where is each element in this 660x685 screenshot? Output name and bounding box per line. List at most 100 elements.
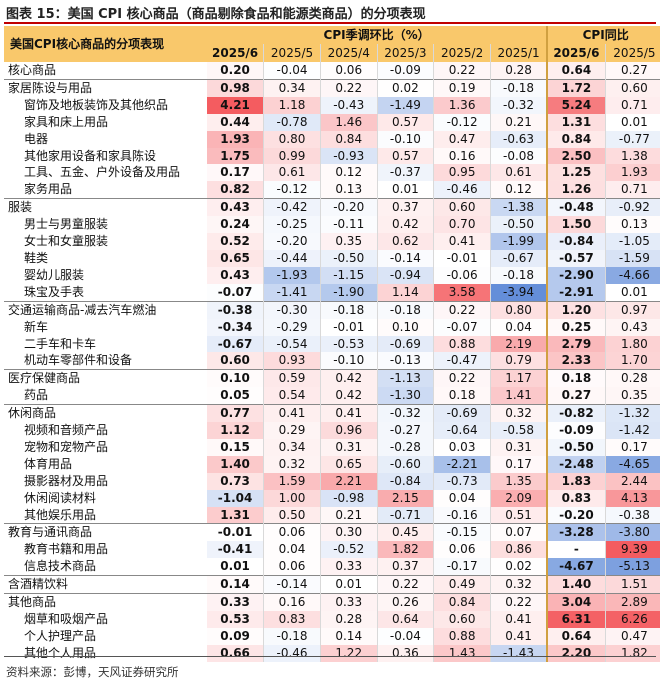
mom-value-cell: -0.16 [433, 506, 491, 524]
mom-value-cell: -0.52 [319, 541, 378, 559]
yoy-value-cell: 2.20 [546, 644, 606, 662]
yoy-value-cell: 2.33 [546, 352, 606, 370]
mom-value-cell: -0.07 [433, 318, 491, 336]
mom-value-cell: -0.18 [489, 266, 548, 284]
table-row: 烟草和吸烟产品 0.53 0.83 0.28 0.64 0.60 0.41 6.31 6.26 [4, 611, 660, 628]
mom-value-cell: 0.15 [207, 438, 264, 456]
yoy-value-cell: -1.59 [604, 249, 660, 267]
table-row: 休闲阅读材料 -1.04 1.00 -0.98 2.15 0.04 2.09 0.83 4.13 [4, 489, 660, 507]
mom-value-cell: 0.65 [319, 455, 378, 473]
mom-value-cell: 0.22 [489, 593, 548, 611]
table-row: 摄影器材及用品 0.73 1.59 2.21 -0.84 -0.73 1.35 1.83 2.4… [4, 472, 660, 490]
mom-value-cell: 0.14 [319, 627, 378, 645]
mom-value-cell: 3.58 [433, 283, 491, 302]
mom-value-cell: 0.21 [489, 113, 548, 131]
mom-value-cell: 0.32 [263, 455, 321, 473]
mom-value-cell: -1.38 [489, 198, 548, 217]
mom-value-cell: 0.04 [489, 318, 548, 336]
row-label: 交通运输商品-减去汽车燃油 [4, 300, 207, 319]
mom-value-cell: -0.29 [263, 318, 321, 336]
mom-value-cell: -1.99 [489, 233, 548, 250]
mom-value-cell: 1.14 [376, 283, 434, 302]
mom-value-cell: 0.99 [263, 147, 321, 165]
mom-value-cell: 4.21 [207, 96, 264, 114]
row-label: 信息技术商品 [24, 559, 97, 574]
mom-value-cell: -0.12 [433, 113, 491, 131]
mom-value-cell: 0.34 [263, 438, 321, 456]
mom-value-cell: 0.34 [263, 78, 321, 97]
mom-value-cell: -0.18 [376, 300, 434, 319]
mom-value-cell: -1.13 [376, 369, 434, 388]
yoy-value-cell: -0.92 [604, 198, 660, 217]
mom-value-cell: 0.47 [433, 130, 491, 148]
yoy-value-cell: -0.20 [546, 506, 606, 524]
yoy-value-cell: -3.28 [546, 523, 606, 542]
yoy-column-header: 2025/5 [604, 44, 660, 62]
mom-value-cell: 0.52 [207, 233, 264, 250]
mom-value-cell: 0.01 [319, 575, 378, 594]
yoy-value-cell: -1.05 [604, 233, 660, 250]
mom-value-cell: -0.04 [263, 62, 321, 80]
row-label: 视频和音频产品 [24, 423, 109, 438]
mom-value-cell: 0.02 [489, 558, 548, 576]
mom-value-cell: -0.69 [433, 404, 491, 423]
mom-value-cell: 1.43 [433, 644, 491, 662]
mom-value-cell: 0.37 [376, 198, 434, 217]
row-label: 休闲阅读材料 [24, 490, 97, 505]
mom-value-cell: -0.18 [263, 627, 321, 645]
table-row: 男士与男童服装 0.24 -0.25 -0.11 0.42 0.70 -0.50 1.50 0.… [4, 216, 660, 234]
yoy-value-cell: 2.79 [546, 335, 606, 353]
yoy-value-cell: -0.38 [604, 506, 660, 524]
mom-value-cell: -0.63 [489, 130, 548, 148]
mom-value-cell: 0.83 [263, 611, 321, 628]
corner-header: 美国CPI核心商品的分项表现 [4, 26, 207, 62]
yoy-group-header: CPI同比 [546, 26, 660, 44]
yoy-value-cell: 0.25 [546, 318, 606, 336]
mom-value-cell: 0.12 [489, 181, 548, 199]
yoy-value-cell: 0.18 [546, 369, 606, 388]
mom-value-cell: -0.30 [263, 300, 321, 319]
yoy-column-header: 2025/6 [546, 44, 606, 62]
mom-value-cell: 0.33 [319, 558, 378, 576]
mom-value-cell: 0.32 [489, 575, 548, 594]
mom-value-cell: -0.84 [376, 472, 434, 490]
cpi-core-goods-table: 美国CPI核心商品的分项表现 CPI季调环比（%） CPI同比 2025/6 20… [4, 26, 660, 662]
mom-value-cell: 0.10 [376, 318, 434, 336]
mom-value-cell: 0.98 [207, 78, 264, 97]
mom-value-cell: -0.60 [376, 455, 434, 473]
mom-column-header: 2025/5 [263, 44, 321, 62]
mom-value-cell: 0.22 [433, 369, 491, 388]
mom-value-cell: 0.51 [489, 506, 548, 524]
mom-value-cell: 0.53 [207, 611, 264, 628]
row-label: 珠宝及手表 [24, 284, 85, 299]
table-row: 体育用品 1.40 0.32 0.65 -0.60 -2.21 0.17 -2.48 -4.65 [4, 455, 660, 473]
mom-value-cell: 0.31 [319, 438, 378, 456]
mom-value-cell: -0.15 [433, 523, 491, 542]
mom-value-cell: -0.38 [207, 300, 264, 319]
mom-value-cell: -3.94 [489, 283, 548, 302]
yoy-value-cell: -1.42 [604, 422, 660, 439]
yoy-value-cell: 2.50 [546, 147, 606, 165]
yoy-value-cell: -5.13 [604, 558, 660, 576]
mom-value-cell: 0.35 [319, 233, 378, 250]
mom-value-cell: -0.50 [319, 249, 378, 267]
yoy-value-cell: 1.72 [546, 78, 606, 97]
title-rule [4, 22, 656, 24]
mom-value-cell: 0.22 [433, 300, 491, 319]
mom-value-cell: -1.90 [319, 283, 378, 302]
row-label: 男士与男童服装 [24, 217, 109, 232]
mom-value-cell: 0.02 [376, 78, 434, 97]
mom-value-cell: 0.32 [489, 404, 548, 423]
mom-value-cell: 0.88 [433, 627, 491, 645]
mom-value-cell: 0.13 [319, 181, 378, 199]
mom-value-cell: 0.22 [433, 62, 491, 80]
mom-value-cell: -0.78 [263, 113, 321, 131]
mom-value-cell: 0.05 [207, 387, 264, 405]
mom-column-header: 2025/6 [207, 44, 264, 62]
mom-value-cell: 1.00 [263, 489, 321, 507]
mom-value-cell: -0.73 [433, 472, 491, 490]
yoy-value-cell: 1.51 [604, 575, 660, 594]
mom-value-cell: 0.06 [263, 558, 321, 576]
mom-value-cell: 0.64 [376, 611, 434, 628]
mom-value-cell: -0.01 [433, 249, 491, 267]
